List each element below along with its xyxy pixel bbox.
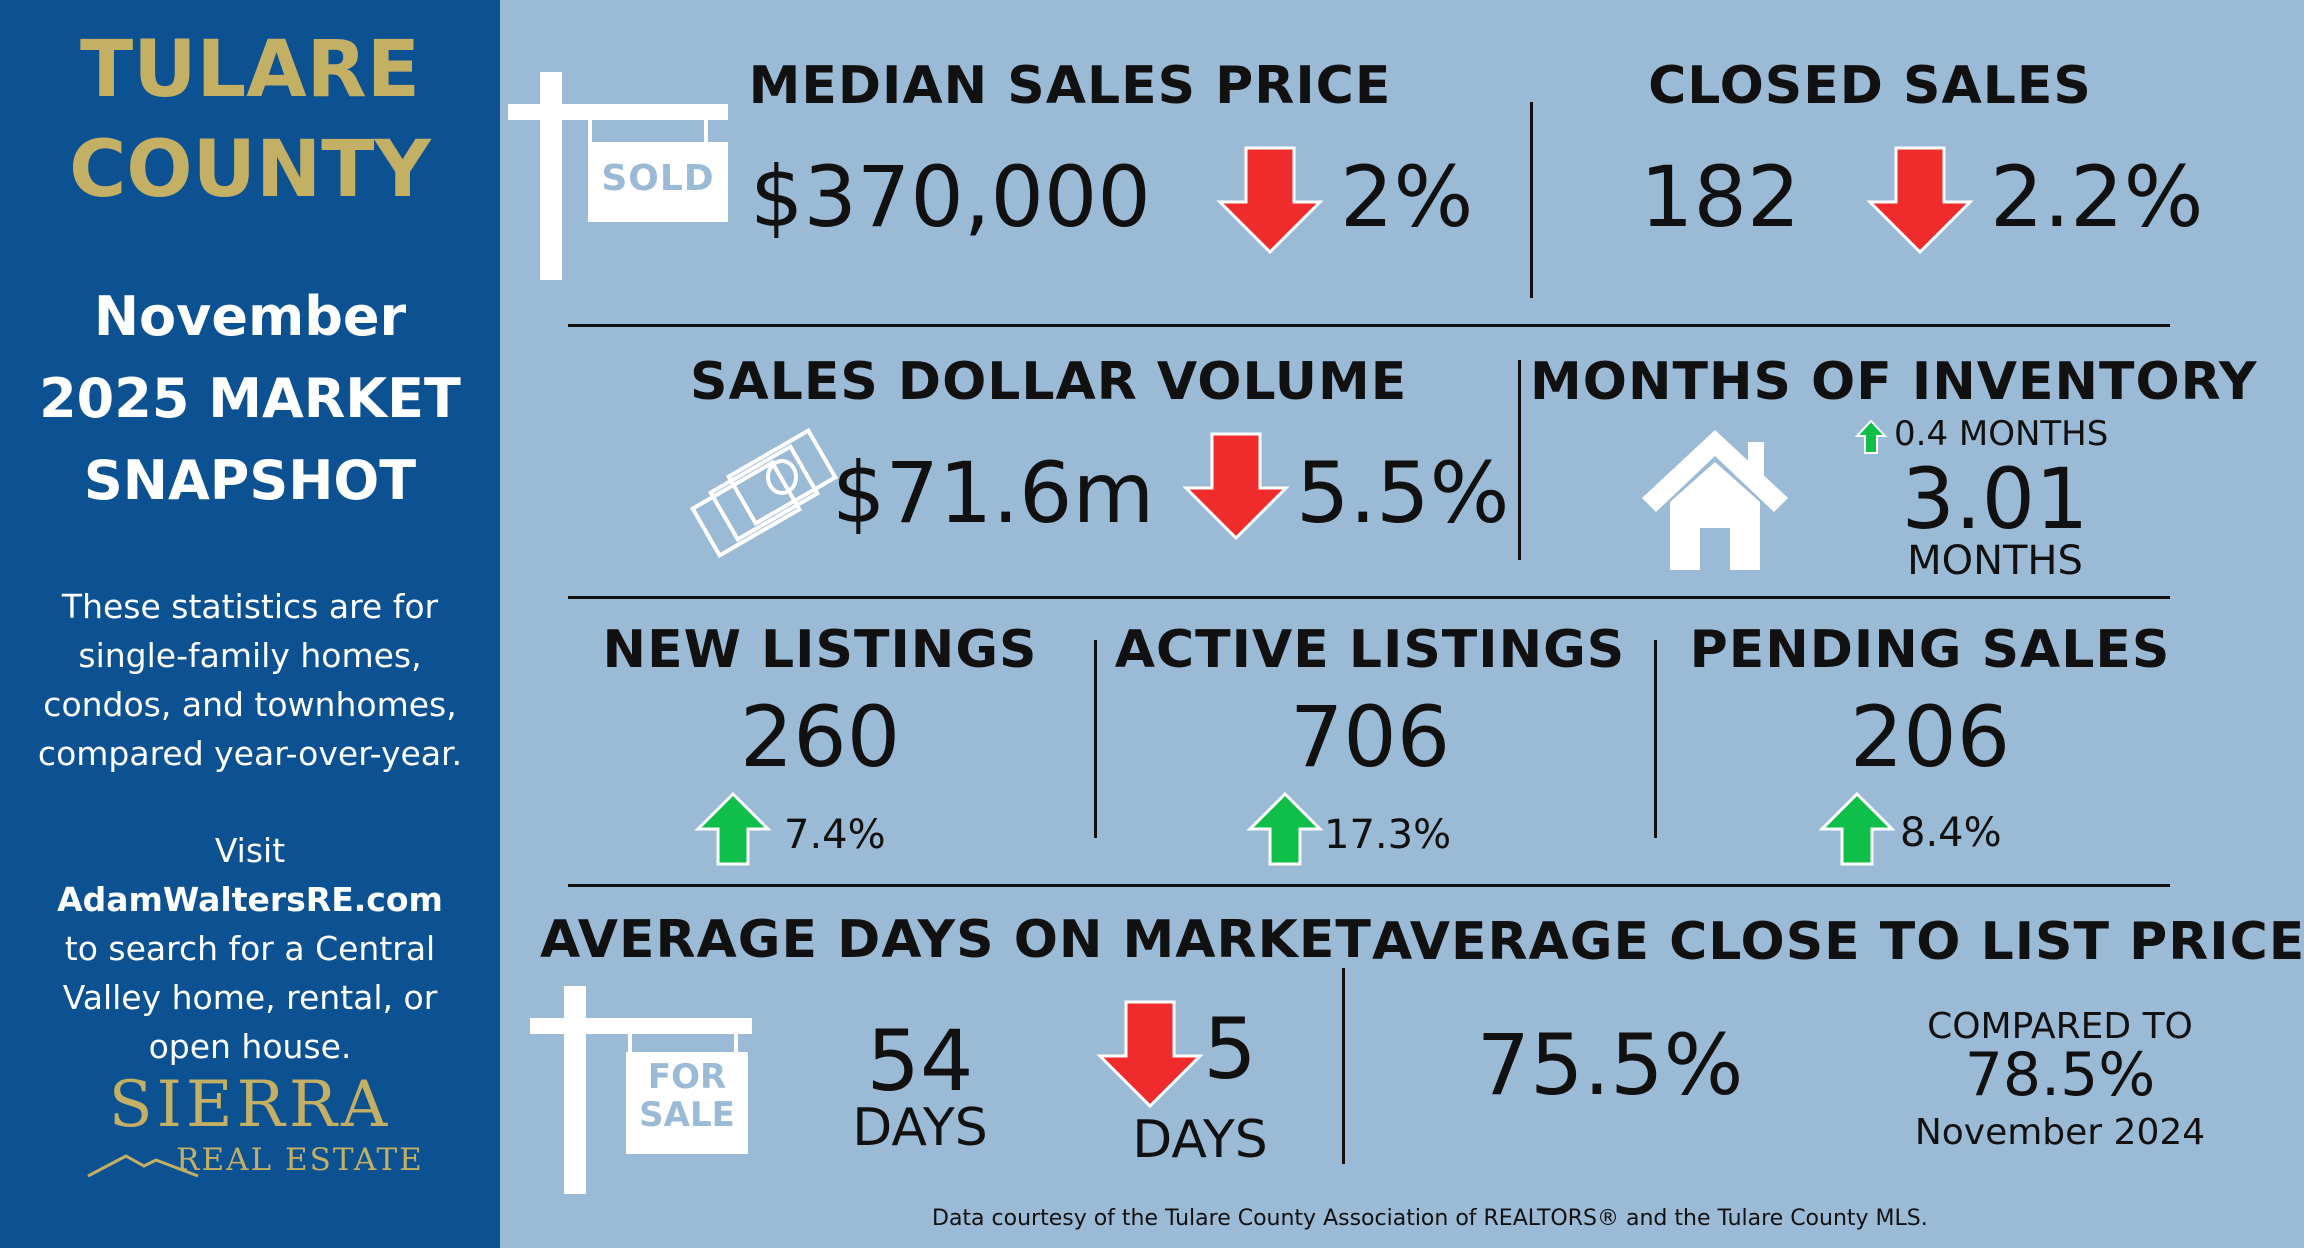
row-divider [568, 596, 2170, 599]
visit-line: open house. [148, 1027, 352, 1066]
new-listings-title: NEW LISTINGS [602, 620, 1038, 680]
county-title-line2: COUNTY [69, 125, 431, 215]
visit-text: Visit AdamWaltersRE.com to search for a … [20, 826, 480, 1071]
pending-sales-change: 8.4% [1900, 810, 2002, 856]
active-listings-value: 706 [1289, 688, 1451, 786]
up-arrow-icon [694, 791, 772, 866]
up-arrow-icon [1246, 791, 1324, 866]
snapshot-title-line3: SNAPSHOT [83, 449, 417, 512]
stats-description: These statistics are for single-family h… [20, 582, 480, 778]
active-listings-title: ACTIVE LISTINGS [1114, 620, 1626, 680]
visit-prefix: Visit [214, 831, 286, 870]
stats-description-line: condos, and townhomes, [43, 685, 457, 724]
compare-value: 78.5% [1964, 1040, 2156, 1110]
divider [1342, 968, 1345, 1164]
inventory-title: MONTHS OF INVENTORY [1530, 352, 2258, 412]
days-on-market-value: 54 [866, 1012, 974, 1110]
inventory-value: 3.01 [1901, 450, 2089, 548]
snapshot-title-line2: 2025 MARKET [39, 367, 461, 430]
close-to-list-title: AVERAGE CLOSE TO LIST PRICE [1372, 912, 2304, 972]
stats-description-line: compared year-over-year. [37, 734, 463, 773]
divider [1654, 640, 1657, 838]
median-price-title: MEDIAN SALES PRICE [748, 56, 1392, 116]
for-sale-sign-label: FOR SALE [626, 1058, 748, 1134]
stats-description-line: single-family homes, [78, 636, 422, 675]
county-title-line1: TULARE [80, 25, 420, 115]
down-arrow-icon [1216, 146, 1324, 255]
closed-sales-change: 2.2% [1990, 148, 2204, 246]
divider [1530, 102, 1533, 298]
for-sale-sign-line: SALE [639, 1095, 735, 1135]
down-arrow-icon [1866, 146, 1974, 255]
logo-name: SIERRA [108, 1068, 392, 1142]
mountain-logo-icon [87, 1154, 199, 1178]
days-on-market-unit: DAYS [852, 1098, 988, 1158]
new-listings-change: 7.4% [784, 812, 886, 858]
divider [1518, 360, 1521, 560]
dollar-volume-value: $71.6m [832, 444, 1155, 542]
down-arrow-icon [1096, 1000, 1204, 1109]
sidebar: TULARE COUNTY November 2025 MARKET SNAPS… [0, 0, 500, 1248]
visit-line: to search for a Central [64, 929, 436, 968]
closed-sales-value: 182 [1640, 148, 1801, 246]
data-source-footer: Data courtesy of the Tulare County Assoc… [932, 1206, 1928, 1231]
sold-sign-icon [508, 72, 728, 280]
row-divider [568, 884, 2170, 887]
pending-sales-value: 206 [1849, 688, 2011, 786]
closed-sales-title: CLOSED SALES [1648, 56, 2092, 116]
divider [1094, 640, 1097, 838]
for-sale-sign-line: FOR [647, 1057, 727, 1097]
compare-label: COMPARED TO [1927, 1006, 2193, 1047]
stats-description-line: These statistics are for [61, 587, 439, 626]
snapshot-title-line1: November [93, 285, 407, 348]
compare-period: November 2024 [1914, 1112, 2206, 1153]
house-icon [1642, 430, 1788, 570]
pending-sales-title: PENDING SALES [1689, 620, 2171, 680]
up-arrow-icon [1854, 419, 1888, 454]
row-divider [568, 324, 2170, 327]
down-arrow-icon [1182, 432, 1290, 541]
website-link[interactable]: AdamWaltersRE.com [57, 880, 443, 919]
inventory-change: 0.4 MONTHS [1894, 414, 2109, 454]
visit-line: Visit AdamWaltersRE.com [20, 826, 480, 924]
close-to-list-value: 75.5% [1476, 1016, 1744, 1114]
days-on-market-change: 5 [1203, 1000, 1257, 1098]
money-stack-icon [689, 427, 839, 559]
median-price-value: $370,000 [750, 148, 1151, 246]
dollar-volume-title: SALES DOLLAR VOLUME [690, 352, 1408, 412]
days-on-market-title: AVERAGE DAYS ON MARKET [540, 910, 1372, 970]
new-listings-value: 260 [739, 688, 901, 786]
active-listings-change: 17.3% [1324, 812, 1452, 858]
logo-subtitle: REAL ESTATE [176, 1142, 424, 1178]
sold-sign-label: SOLD [601, 158, 715, 199]
up-arrow-icon [1818, 791, 1896, 866]
median-price-change: 2% [1340, 148, 1474, 246]
dollar-volume-change: 5.5% [1296, 444, 1510, 542]
for-sale-sign-icon [530, 986, 752, 1194]
days-on-market-change-unit: DAYS [1132, 1110, 1268, 1170]
visit-line: Valley home, rental, or [62, 978, 438, 1017]
inventory-unit: MONTHS [1907, 538, 2083, 584]
